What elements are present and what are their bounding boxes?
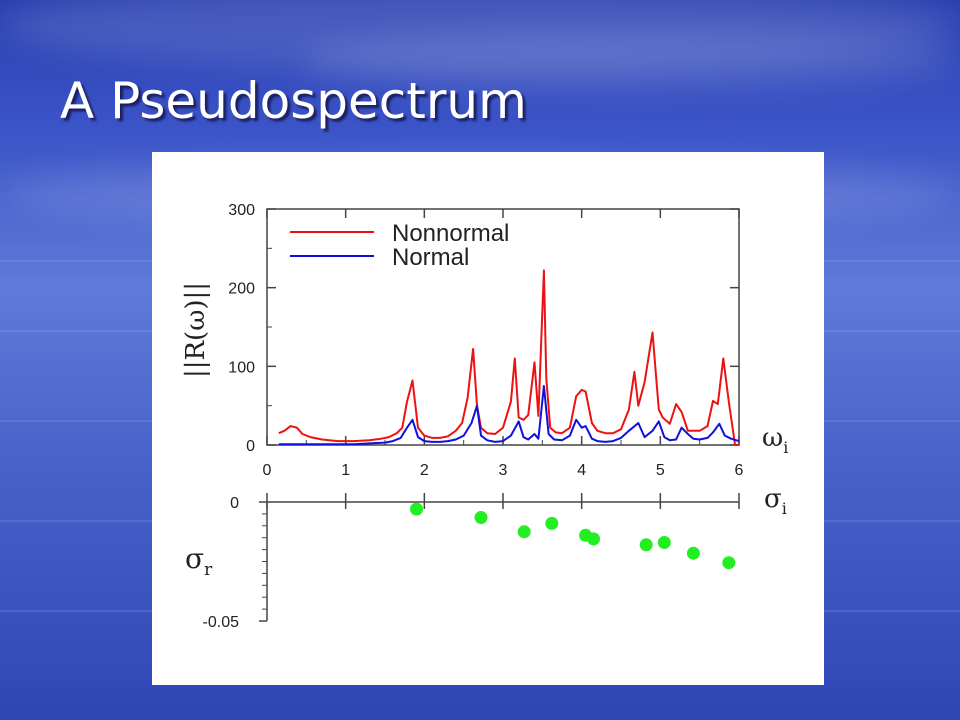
ticks-layer: 0 1 2 3 4 5 6 0 100 200 300 0 -0.05 [203,202,744,631]
top-x-axis-symbol: ωi [762,423,788,457]
top-y-tick-label: 300 [228,202,255,219]
chart-panel: 0 1 2 3 4 5 6 0 100 200 300 0 -0.05 Nonnormal Normal… [152,152,824,685]
slide-title: A Pseudospectrum [60,72,527,130]
eigenvalue-point [517,525,531,539]
bottom-x-axis-subscript: i [782,499,787,518]
top-y-tick-label: 200 [228,281,255,298]
top-x-tick-label: 1 [341,462,350,479]
legend-label-normal: Normal [392,244,469,271]
series-line-nonnormal [278,269,739,446]
eigenvalue-point [474,511,488,524]
eigenvalue-point [686,546,700,560]
top-x-axis-subscript: i [783,438,788,457]
eigenvalue-point [410,502,423,516]
top-x-axis-label: ω [762,423,783,453]
top-x-tick-label: 2 [420,462,429,479]
bottom-y-axis-label: σ [185,542,204,575]
eigenvalue-point [722,556,736,570]
eigenvalue-point [587,532,600,546]
bottom-y-tick-label: -0.05 [203,614,240,631]
top-y-tick-label: 100 [228,359,255,376]
bottom-y-tick-label: 0 [230,495,239,512]
bottom-x-axis-label: σ [764,484,782,514]
cloud-band [300,30,960,90]
legend-label-nonnormal: Nonnormal [392,220,509,247]
top-x-tick-label: 6 [735,462,744,479]
top-y-axis-label: ||R(ω)|| [181,282,211,378]
series-layer [278,269,740,570]
top-x-tick-label: 5 [656,462,665,479]
eigenvalue-point [545,516,559,530]
cloud-band [0,0,960,70]
legend: Nonnormal Normal [290,220,509,271]
series-line-normal [278,385,740,446]
bottom-y-axis-subscript: r [204,560,213,580]
eigenvalue-point [657,536,671,549]
top-x-tick-label: 0 [263,462,272,479]
eigenvalue-point [639,538,653,552]
top-x-tick-label: 4 [577,462,586,479]
pseudospectrum-chart: 0 1 2 3 4 5 6 0 100 200 300 0 -0.05 Nonnormal Normal… [181,202,788,631]
top-x-tick-label: 3 [499,462,508,479]
bottom-y-axis-symbol: σr [185,542,213,580]
bottom-x-axis-symbol: σi [764,484,787,518]
top-y-tick-label: 0 [246,438,255,455]
